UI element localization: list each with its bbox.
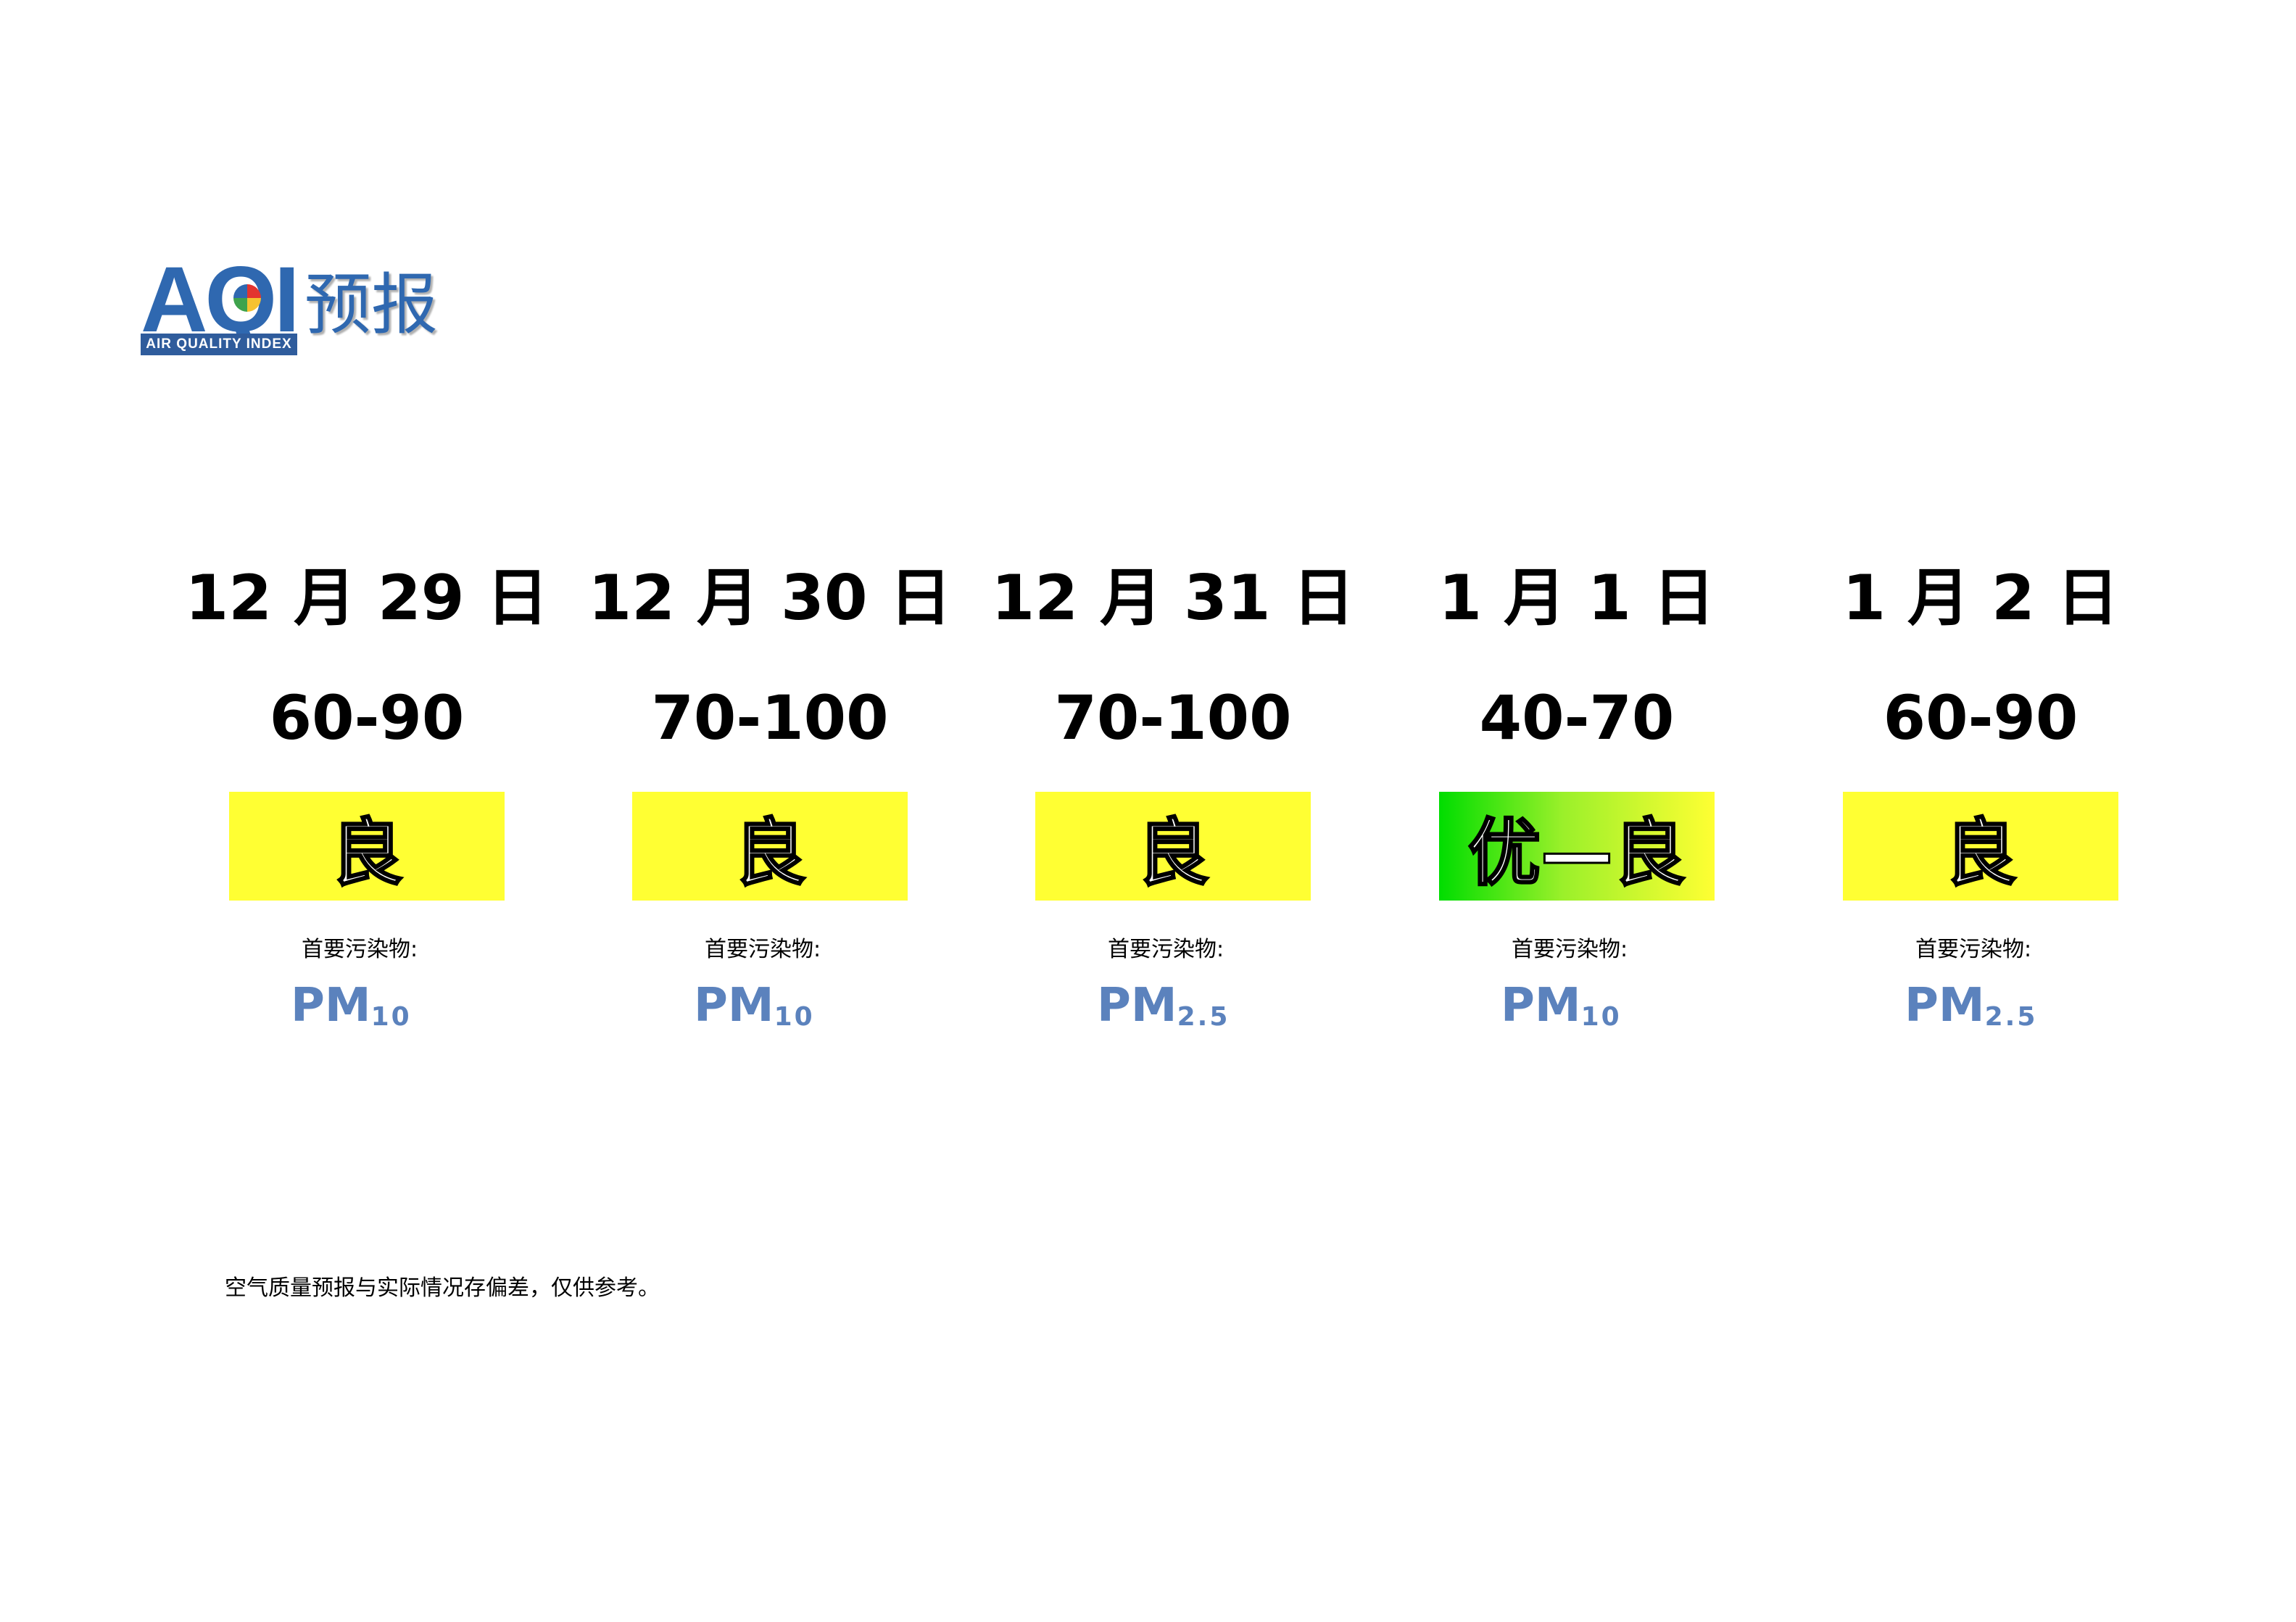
forecast-date: 1 月 1 日 (1438, 562, 1715, 634)
aqi-range: 60-90 (1883, 682, 2079, 753)
page-title: 预报 (304, 266, 439, 344)
primary-pollutant-label: 首要污染物: (302, 937, 418, 962)
aqi-level-badge: 良 (632, 792, 908, 901)
forecast-day-3: 12 月 31 日 70-100 良 首要污染物: PM2.5 (970, 551, 1376, 1050)
primary-pollutant-label: 首要污染物: (705, 937, 821, 962)
primary-pollutant: PM2.5 (1097, 979, 1230, 1033)
primary-pollutant-label: 首要污染物: (1512, 937, 1628, 962)
primary-pollutant-label: 首要污染物: (1915, 937, 2032, 962)
globe-icon (233, 284, 261, 312)
primary-pollutant: PM10 (694, 979, 815, 1033)
disclaimer-note: 空气质量预报与实际情况存偏差，仅供参考。 (225, 1275, 660, 1301)
forecast-day-1: 12 月 29 日 60-90 良 首要污染物: PM10 (164, 551, 570, 1050)
aqi-range: 40-70 (1479, 682, 1675, 753)
forecast-date: 12 月 30 日 (588, 562, 952, 634)
primary-pollutant: PM10 (1501, 979, 1622, 1033)
aqi-level-badge: 良 (1843, 792, 2118, 901)
aqi-range: 60-90 (269, 682, 465, 753)
forecast-day-4: 1 月 1 日 40-70 优—良 首要污染物: PM10 (1374, 551, 1780, 1050)
aqi-level-badge: 优—良 (1439, 792, 1715, 901)
logo-tagline: AIR QUALITY INDEX (141, 334, 297, 355)
primary-pollutant: PM10 (291, 979, 412, 1033)
aqi-logo: AQI AIR QUALITY INDEX 预报 (141, 248, 452, 360)
forecast-day-5: 1 月 2 日 60-90 良 首要污染物: PM2.5 (1778, 551, 2184, 1050)
aqi-level-badge: 良 (1035, 792, 1311, 901)
primary-pollutant: PM2.5 (1905, 979, 2038, 1033)
aqi-level-badge: 良 (229, 792, 505, 901)
primary-pollutant-label: 首要污染物: (1108, 937, 1224, 962)
forecast-date: 1 月 2 日 (1842, 562, 2119, 634)
forecast-date: 12 月 29 日 (185, 562, 549, 634)
aqi-range: 70-100 (651, 682, 889, 753)
forecast-day-2: 12 月 30 日 70-100 良 首要污染物: PM10 (567, 551, 973, 1050)
forecast-date: 12 月 31 日 (991, 562, 1355, 634)
logo-letters: AQI (141, 248, 300, 352)
aqi-range: 70-100 (1054, 682, 1292, 753)
